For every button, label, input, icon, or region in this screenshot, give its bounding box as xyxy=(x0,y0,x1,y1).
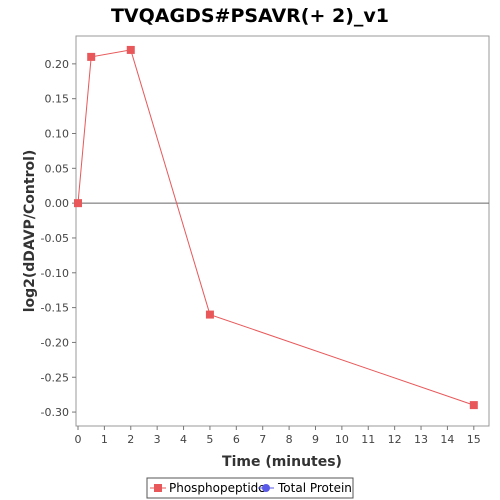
y-tick-label: 0.00 xyxy=(45,197,70,210)
legend-marker-total-protein xyxy=(262,484,270,492)
x-tick-label: 11 xyxy=(361,433,375,446)
legend-label-total-protein: Total Protein xyxy=(277,481,352,495)
x-tick-label: 0 xyxy=(75,433,82,446)
x-tick-label: 4 xyxy=(180,433,187,446)
y-axis-label: log2(dDAVP/Control) xyxy=(22,150,38,313)
x-tick-label: 10 xyxy=(335,433,349,446)
x-tick-label: 8 xyxy=(286,433,293,446)
chart-title: TVQAGDS#PSAVR(+ 2)_v1 xyxy=(111,5,389,27)
x-tick-label: 2 xyxy=(127,433,134,446)
x-axis-label: Time (minutes) xyxy=(222,454,342,470)
x-tick-label: 12 xyxy=(388,433,402,446)
y-tick-label: 0.15 xyxy=(45,93,70,106)
x-tick-label: 15 xyxy=(467,433,481,446)
data-point-phosphopeptide xyxy=(205,310,214,319)
data-point-phosphopeptide xyxy=(126,45,135,54)
y-axis-ticks: 0.20 0.15 0.10 0.05 0.00 -0.05 -0.10 -0.15 -0.20… xyxy=(41,58,76,419)
y-tick-label: 0.05 xyxy=(45,162,70,175)
data-point-phosphopeptide xyxy=(469,401,478,410)
y-tick-label: -0.10 xyxy=(41,267,69,280)
legend-label-phosphopeptide: Phosphopeptide xyxy=(169,481,266,495)
x-axis-ticks: 0 1 2 3 4 5 6 7 8 9 10 11 12 13 14 15 xyxy=(75,426,481,446)
x-tick-label: 5 xyxy=(206,433,213,446)
x-tick-label: 1 xyxy=(101,433,108,446)
x-tick-label: 3 xyxy=(154,433,161,446)
data-point-phosphopeptide xyxy=(87,52,96,61)
x-tick-label: 7 xyxy=(259,433,266,446)
plot-area xyxy=(75,35,490,427)
x-tick-label: 9 xyxy=(312,433,319,446)
x-tick-label: 14 xyxy=(440,433,454,446)
legend: Phosphopeptide Total Protein xyxy=(146,477,354,499)
y-tick-label: 0.10 xyxy=(45,128,70,141)
data-point-phosphopeptide xyxy=(74,199,82,208)
y-tick-label: -0.30 xyxy=(41,406,69,419)
series-layer xyxy=(74,45,478,410)
legend-marker-phosphopeptide xyxy=(154,484,162,492)
x-tick-label: 6 xyxy=(233,433,240,446)
x-tick-label: 13 xyxy=(414,433,428,446)
y-tick-label: -0.15 xyxy=(41,302,69,315)
legend-box xyxy=(146,477,354,499)
y-tick-label: 0.20 xyxy=(45,58,70,71)
y-tick-label: -0.05 xyxy=(41,232,69,245)
y-tick-label: -0.25 xyxy=(41,371,69,384)
y-tick-label: -0.20 xyxy=(41,336,69,349)
